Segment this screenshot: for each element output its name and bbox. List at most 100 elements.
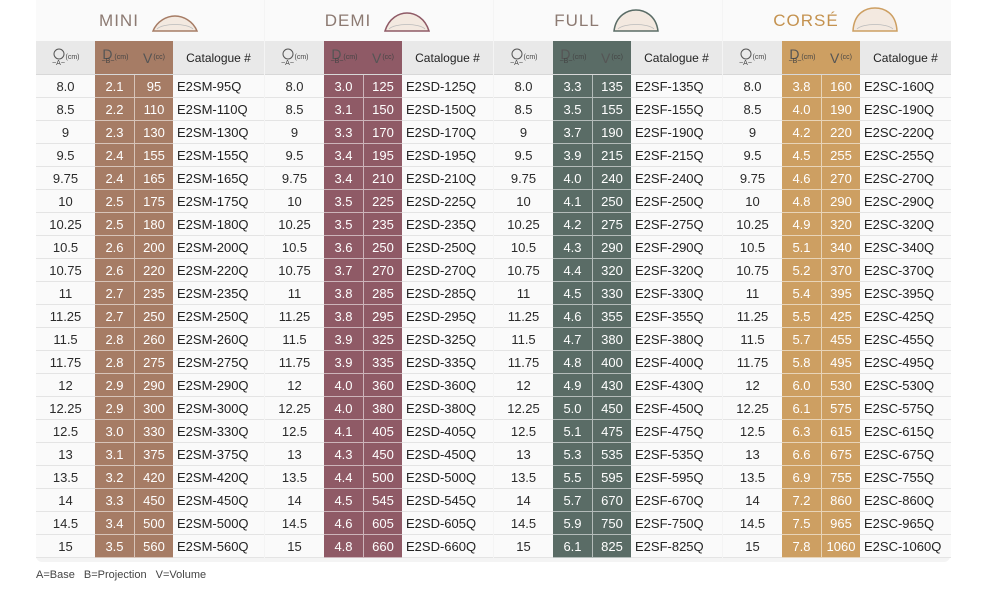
table-row: 11.5 3.9 325 E2SD-325Q	[265, 328, 493, 351]
volume-cell: 500	[364, 466, 402, 489]
projection-cell: 3.9	[324, 351, 364, 374]
volume-cell: 270	[822, 167, 860, 190]
catalogue-cell: E2SD-125Q	[402, 75, 493, 98]
volume-cell: 215	[593, 144, 631, 167]
profile-name: CORSÉ	[773, 10, 839, 30]
catalogue-column-header: Catalogue #	[415, 50, 480, 65]
table-row: 9.5 4.5 255 E2SC-255Q	[723, 144, 951, 167]
table-row: 14.5 4.6 605 E2SD-605Q	[265, 512, 493, 535]
table-row: 13 4.3 450 E2SD-450Q	[265, 443, 493, 466]
catalogue-cell: E2SD-210Q	[402, 167, 493, 190]
catalogue-cell: E2SC-455Q	[860, 328, 951, 351]
catalogue-cell: E2SM-95Q	[173, 75, 264, 98]
projection-cell: 3.1	[324, 98, 364, 121]
projection-cell: 4.2	[553, 213, 593, 236]
profile-block-demi: DEMI ~A~ (cm) D ~B~ (cm) V (cc) Catalogue #8.0 3.…	[265, 0, 493, 558]
projection-cell: 4.6	[553, 305, 593, 328]
table-row: 14 4.5 545 E2SD-545Q	[265, 489, 493, 512]
profile-blocks: MINI ~A~ (cm) D ~B~ (cm) V (cc) Catalogue #8.0 2.…	[36, 0, 951, 558]
projection-cell: 5.1	[782, 236, 822, 259]
volume-cell: 545	[364, 489, 402, 512]
base-cell: 9.75	[265, 167, 324, 190]
table-row: 9 2.3 130 E2SM-130Q	[36, 121, 264, 144]
profile-header: DEMI	[265, 0, 493, 41]
base-cell: 9.5	[723, 144, 782, 167]
volume-cell: 605	[364, 512, 402, 535]
base-cell: 13	[494, 443, 553, 466]
table-row: 10 2.5 175 E2SM-175Q	[36, 190, 264, 213]
base-cell: 11	[265, 282, 324, 305]
volume-cell: 615	[822, 420, 860, 443]
catalogue-cell: E2SF-290Q	[631, 236, 722, 259]
table-row: 14 3.3 450 E2SM-450Q	[36, 489, 264, 512]
projection-cell: 6.9	[782, 466, 822, 489]
volume-cell: 595	[593, 466, 631, 489]
volume-cell: 325	[364, 328, 402, 351]
implant-size-chart: MINI ~A~ (cm) D ~B~ (cm) V (cc) Catalogue #8.0 2.…	[36, 0, 951, 562]
base-cell: 11.25	[265, 305, 324, 328]
catalogue-cell: E2SD-545Q	[402, 489, 493, 512]
base-cell: 9.75	[723, 167, 782, 190]
table-row: 9.75 4.0 240 E2SF-240Q	[494, 167, 722, 190]
catalogue-cell: E2SD-500Q	[402, 466, 493, 489]
projection-cell: 2.3	[95, 121, 135, 144]
base-cell: 12.25	[723, 397, 782, 420]
projection-cell: 3.5	[324, 190, 364, 213]
volume-cell: 675	[822, 443, 860, 466]
projection-cell: 4.3	[553, 236, 593, 259]
table-row: 10.5 3.6 250 E2SD-250Q	[265, 236, 493, 259]
catalogue-cell: E2SD-405Q	[402, 420, 493, 443]
projection-cell: 4.0	[324, 397, 364, 420]
volume-cell: 250	[593, 190, 631, 213]
profile-block-full: FULL ~A~ (cm) D ~B~ (cm) V (cc) Catalogue #8.0 3.…	[494, 0, 722, 558]
base-cell: 10.25	[494, 213, 553, 236]
base-cell: 11.75	[723, 351, 782, 374]
volume-cell: 370	[822, 259, 860, 282]
volume-cell: 860	[822, 489, 860, 512]
table-row: 12 6.0 530 E2SC-530Q	[723, 374, 951, 397]
projection-cell: 4.0	[782, 98, 822, 121]
catalogue-cell: E2SM-180Q	[173, 213, 264, 236]
base-cell: 12	[36, 374, 95, 397]
catalogue-cell: E2SD-605Q	[402, 512, 493, 535]
table-row: 11.5 4.7 380 E2SF-380Q	[494, 328, 722, 351]
volume-cell: 180	[135, 213, 173, 236]
volume-cell: 290	[135, 374, 173, 397]
volume-cell: 190	[822, 98, 860, 121]
base-cell: 11.25	[723, 305, 782, 328]
base-cell: 11.25	[494, 305, 553, 328]
base-cell: 9.5	[36, 144, 95, 167]
catalogue-cell: E2SC-220Q	[860, 121, 951, 144]
catalogue-cell: E2SM-500Q	[173, 512, 264, 535]
table-row: 11.75 2.8 275 E2SM-275Q	[36, 351, 264, 374]
table-row: 11.25 3.8 295 E2SD-295Q	[265, 305, 493, 328]
projection-cell: 3.4	[95, 512, 135, 535]
table-row: 9.75 3.4 210 E2SD-210Q	[265, 167, 493, 190]
profile-name: DEMI	[324, 10, 372, 30]
volume-cell: 165	[135, 167, 173, 190]
table-row: 9.5 3.9 215 E2SF-215Q	[494, 144, 722, 167]
catalogue-cell: E2SM-375Q	[173, 443, 264, 466]
base-cell: 10.75	[494, 259, 553, 282]
projection-cell: 6.1	[553, 535, 593, 558]
catalogue-cell: E2SF-595Q	[631, 466, 722, 489]
catalogue-cell: E2SC-495Q	[860, 351, 951, 374]
catalogue-cell: E2SF-475Q	[631, 420, 722, 443]
table-row: 10.75 3.7 270 E2SD-270Q	[265, 259, 493, 282]
catalogue-cell: E2SM-300Q	[173, 397, 264, 420]
base-cell: 11.5	[494, 328, 553, 351]
table-row: 15 6.1 825 E2SF-825Q	[494, 535, 722, 558]
legend-base: A=Base	[36, 569, 75, 581]
table-row: 11 2.7 235 E2SM-235Q	[36, 282, 264, 305]
projection-cell: 4.1	[553, 190, 593, 213]
volume-cell: 95	[135, 75, 173, 98]
catalogue-cell: E2SD-325Q	[402, 328, 493, 351]
base-column-header: ~A~ (cm)	[265, 41, 324, 74]
catalogue-cell: E2SF-240Q	[631, 167, 722, 190]
projection-cell: 2.6	[95, 236, 135, 259]
projection-cell: 3.6	[324, 236, 364, 259]
catalogue-cell: E2SD-335Q	[402, 351, 493, 374]
catalogue-cell: E2SD-285Q	[402, 282, 493, 305]
projection-cell: 5.3	[553, 443, 593, 466]
volume-column-header: V (cc)	[364, 41, 402, 74]
